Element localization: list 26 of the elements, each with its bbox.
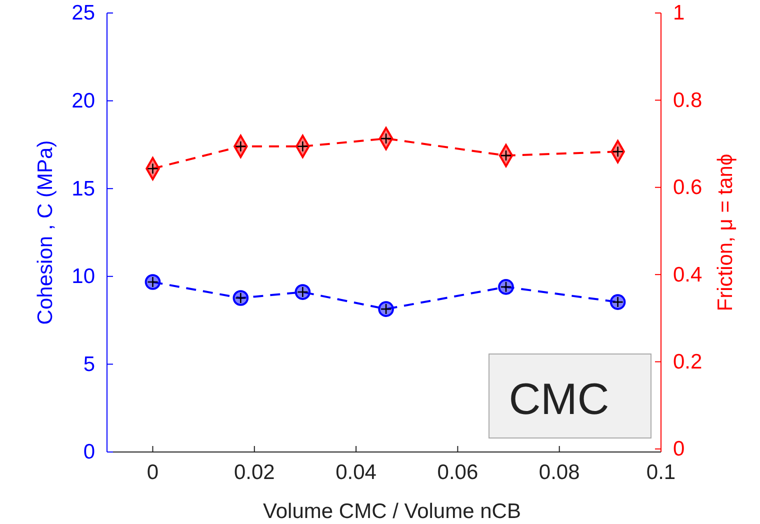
x-tick-label: 0.04: [336, 460, 377, 484]
y-tick-label: 0: [83, 440, 95, 464]
x-tick-label: 0.06: [437, 460, 478, 484]
x-tick-label: 0.1: [646, 460, 676, 484]
point: [232, 290, 249, 306]
y-tick-label: 10: [72, 265, 95, 288]
y-tick-label: 20: [72, 90, 95, 113]
point: [144, 274, 161, 290]
y2-axis-title: Friction, μ = tanϕ: [714, 154, 737, 312]
y2-tick-label: 1: [673, 2, 685, 25]
x-tick-label: 0.08: [538, 460, 580, 484]
y2-tick-label: 0.4: [673, 263, 703, 286]
y2-tick-label: 0: [673, 438, 685, 461]
y-tick-label: 25: [72, 2, 95, 25]
y-tick-label: 5: [83, 352, 95, 376]
x-axis-title: Volume CMC / Volume nCB: [263, 500, 521, 523]
x-tick-label: 0: [146, 460, 159, 484]
y2-tick-label: 0.2: [673, 350, 702, 374]
point: [610, 294, 626, 310]
y2-tick-label: 0.6: [673, 176, 702, 200]
y-tick-label: 15: [72, 177, 95, 200]
y-axis-title: Cohesion , C (MPa): [34, 140, 57, 325]
y2-tick-label: 0.8: [673, 88, 702, 112]
annotation: CMC: [508, 375, 610, 424]
point: [294, 284, 311, 300]
x-tick-label: 0.02: [234, 460, 275, 484]
